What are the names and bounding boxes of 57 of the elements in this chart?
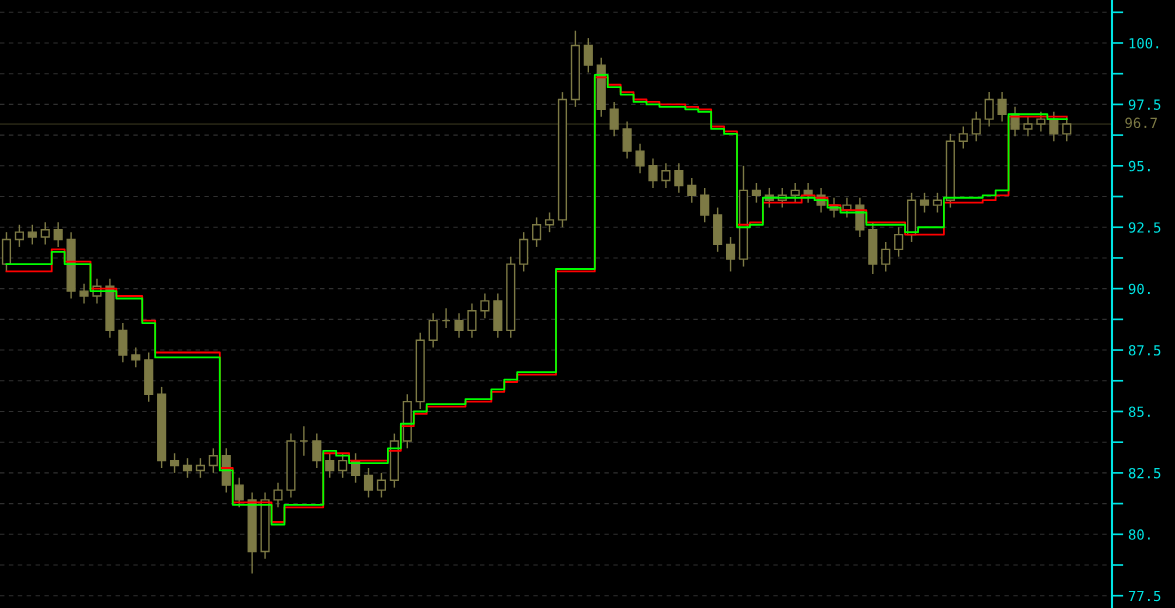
y-tick-label: 97.5 <box>1128 99 1161 110</box>
candlestick <box>971 111 981 142</box>
candlestick <box>687 177 697 204</box>
candlestick <box>40 221 50 246</box>
candlestick <box>674 162 684 194</box>
candlestick <box>376 472 387 499</box>
candlestick <box>544 211 555 233</box>
candlestick <box>932 192 943 214</box>
candlestick <box>1049 111 1059 142</box>
candlestick <box>894 226 904 258</box>
candlestick <box>790 182 800 204</box>
candlestick <box>648 157 658 189</box>
candlestick <box>27 224 37 246</box>
ref-line-label: 96.7 <box>1125 117 1157 129</box>
candlestick <box>454 312 464 339</box>
candlestick <box>169 452 180 474</box>
candlestick <box>234 477 244 508</box>
candlestick <box>182 457 193 479</box>
y-tick-label: 80. <box>1128 529 1150 540</box>
y-tick-label: 95. <box>1128 160 1150 172</box>
candlestick <box>661 162 671 189</box>
candlestick <box>622 120 632 160</box>
candlestick <box>428 312 438 349</box>
candlestick <box>338 452 348 479</box>
candlestick <box>958 125 968 150</box>
candlestick <box>363 467 374 499</box>
candlestick <box>195 457 205 479</box>
candlestick <box>467 302 477 339</box>
candlestick <box>700 187 710 224</box>
candlestick <box>1023 115 1033 138</box>
candlestick <box>312 432 322 469</box>
candlestick <box>997 91 1007 123</box>
candlestick <box>79 283 89 305</box>
candlestick <box>609 101 619 138</box>
candlestick <box>583 37 593 74</box>
candlestick <box>635 143 645 174</box>
candlestick <box>881 241 891 273</box>
candlestick <box>325 452 335 479</box>
candlestick <box>208 447 218 474</box>
y-tick-label: 77.5 <box>1128 590 1161 602</box>
y-tick-label: 87.5 <box>1128 345 1161 356</box>
candlestick <box>1036 111 1046 133</box>
candlestick <box>131 346 141 368</box>
candlestick <box>725 236 736 273</box>
candlestick <box>53 221 63 248</box>
y-tick-label: 82.5 <box>1128 467 1161 479</box>
y-tick-label: 90. <box>1128 283 1150 295</box>
y-tick-label: 100. <box>1129 38 1159 49</box>
y-tick-label: 85. <box>1128 406 1150 417</box>
candlestick <box>14 224 24 248</box>
candlestick <box>984 91 994 128</box>
y-tick-label: 92.5 <box>1128 222 1161 233</box>
candlestick <box>273 482 283 508</box>
candlestick <box>480 292 490 319</box>
candlestick <box>751 182 761 204</box>
candlestick <box>532 216 542 248</box>
candlestick <box>919 192 930 214</box>
